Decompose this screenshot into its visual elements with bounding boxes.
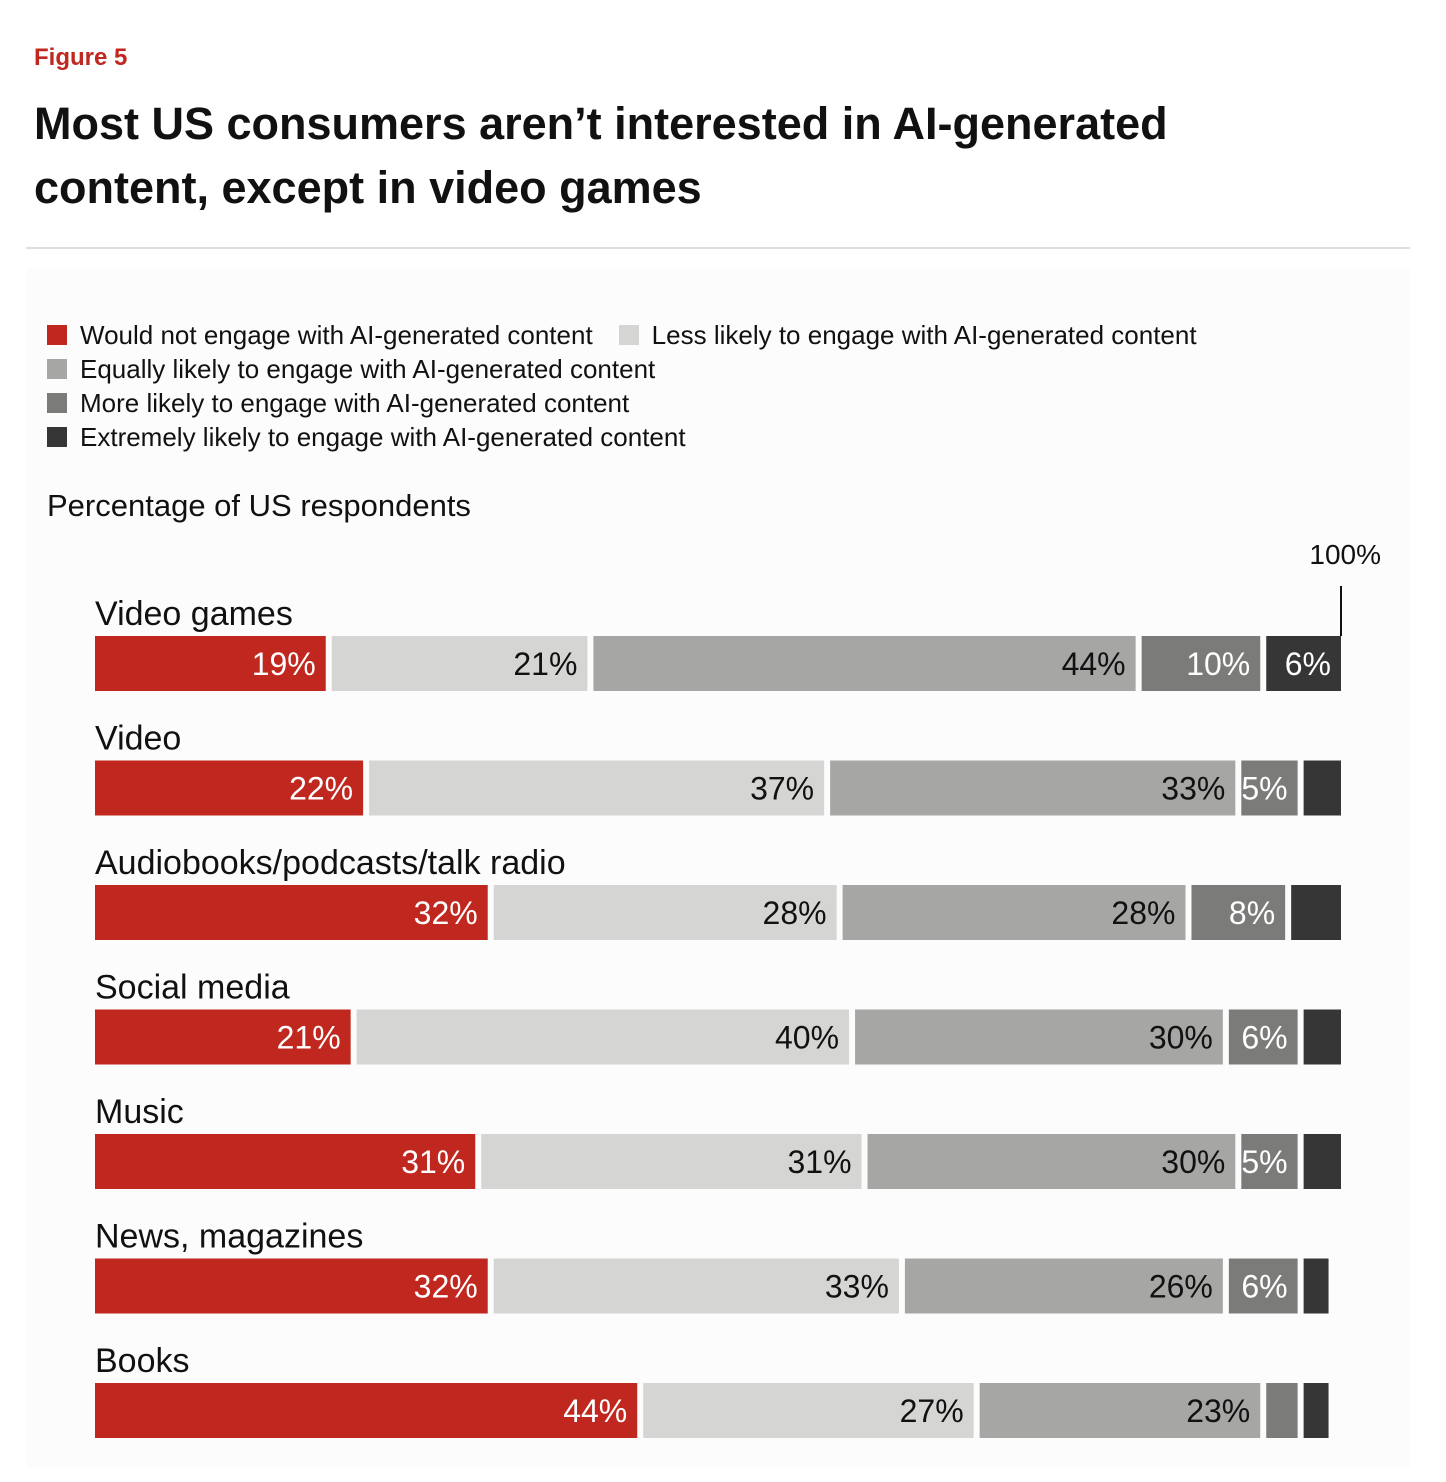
data-label: 8%	[1229, 895, 1275, 931]
data-label: 21%	[513, 646, 577, 682]
data-label: 32%	[414, 895, 478, 931]
bar-news-magazines-0	[95, 1258, 488, 1314]
bar-video-games-4	[1266, 636, 1341, 691]
divider	[26, 247, 1410, 249]
legend-label: Less likely to engage with AI-generated …	[651, 319, 1197, 350]
figure-label: Figure 5	[34, 44, 128, 71]
data-label: 26%	[1149, 1269, 1213, 1305]
bar-music-2	[867, 1134, 1236, 1189]
legend-swatch	[47, 325, 67, 345]
category-label: Video games	[95, 595, 293, 633]
data-label: 6%	[1285, 646, 1331, 682]
category-label: Music	[95, 1093, 184, 1131]
bar-news-magazines-4	[1303, 1258, 1329, 1314]
data-label: 31%	[787, 1144, 851, 1180]
bar-audiobooks-podcasts-talk-radio-4	[1291, 885, 1341, 940]
bar-audiobooks-podcasts-talk-radio-2	[842, 885, 1186, 940]
legend-item-less-likely: Less likely to engage with AI-generated …	[618, 319, 1197, 351]
legend-item-more-likely: More likely to engage with AI-generated …	[47, 388, 629, 419]
legend-label: More likely to engage with AI-generated …	[80, 387, 630, 418]
data-label: 44%	[1062, 646, 1126, 682]
category-label: Social media	[95, 969, 290, 1007]
bar-video-2	[830, 760, 1236, 816]
data-label: 33%	[825, 1269, 889, 1305]
legend-row: More likely to engage with AI-generated …	[47, 386, 1407, 420]
data-label: 5%	[1241, 771, 1287, 807]
bar-news-magazines-1	[493, 1258, 899, 1314]
bar-audiobooks-podcasts-talk-radio-3	[1191, 885, 1286, 940]
category-label: Video	[95, 720, 181, 758]
bar-video-games-1	[331, 636, 588, 691]
legend-swatch	[47, 359, 67, 379]
data-label: 23%	[1186, 1393, 1250, 1429]
bar-video-0	[95, 760, 364, 816]
legend-row: Would not engage with AI-generated conte…	[47, 318, 1407, 352]
data-label: 21%	[277, 1020, 341, 1056]
legend-label: Extremely likely to engage with AI-gener…	[80, 421, 686, 452]
bar-books-2	[979, 1383, 1261, 1438]
data-label: 5%	[1241, 1144, 1287, 1180]
bar-video-1	[369, 760, 825, 816]
bar-books-0	[95, 1383, 638, 1438]
data-label: 37%	[750, 771, 814, 807]
bar-video-games-3	[1141, 636, 1261, 691]
bar-music-4	[1303, 1134, 1341, 1189]
bar-social-media-4	[1303, 1009, 1341, 1065]
axis-subtitle: Percentage of US respondents	[47, 488, 471, 523]
data-label: 33%	[1161, 771, 1225, 807]
bar-social-media-2	[855, 1009, 1223, 1065]
bar-music-3	[1241, 1134, 1298, 1189]
legend-label: Equally likely to engage with AI-generat…	[80, 353, 656, 384]
chart-title: Most US consumers aren’t interested in A…	[34, 98, 1168, 213]
data-label: 6%	[1241, 1269, 1287, 1305]
bar-news-magazines-2	[904, 1258, 1223, 1314]
bar-video-3	[1241, 760, 1298, 816]
data-label: 6%	[1241, 1020, 1287, 1056]
bar-books-4	[1303, 1383, 1329, 1438]
bar-social-media-1	[356, 1009, 850, 1065]
legend-swatch	[47, 393, 67, 413]
bar-video-games-2	[593, 636, 1136, 691]
data-label: 27%	[900, 1393, 964, 1429]
category-label: Audiobooks/podcasts/talk radio	[95, 844, 566, 882]
data-label: 31%	[401, 1144, 465, 1180]
legend-row: Equally likely to engage with AI-generat…	[47, 352, 1407, 386]
bar-music-1	[481, 1134, 862, 1189]
data-label: 19%	[252, 646, 316, 682]
legend-swatch	[618, 325, 639, 345]
legend-row: Extremely likely to engage with AI-gener…	[47, 420, 1407, 454]
bar-books-1	[643, 1383, 974, 1438]
category-label: News, magazines	[95, 1218, 363, 1256]
data-label: 28%	[763, 895, 827, 931]
bar-social-media-0	[95, 1009, 351, 1065]
bar-video-games-0	[95, 636, 326, 691]
data-label: 28%	[1111, 895, 1175, 931]
bar-audiobooks-podcasts-talk-radio-0	[95, 885, 488, 940]
bar-social-media-3	[1228, 1009, 1298, 1065]
bar-video-4	[1303, 760, 1341, 816]
data-label: 10%	[1186, 646, 1250, 682]
total-marker-label: 100%	[1309, 539, 1381, 570]
data-label: 40%	[775, 1020, 839, 1056]
legend-swatch	[47, 427, 67, 447]
bar-books-3	[1266, 1383, 1298, 1438]
data-label: 32%	[414, 1269, 478, 1305]
legend-item-would-not: Would not engage with AI-generated conte…	[47, 320, 593, 351]
data-label: 44%	[563, 1393, 627, 1429]
category-label: Books	[95, 1342, 190, 1380]
stacked-bar-chart: 100% Video games 19% 21% 44% 10% 6% Video 22% 37%…	[95, 539, 1381, 1438]
data-label: 30%	[1161, 1144, 1225, 1180]
legend: Would not engage with AI-generated conte…	[47, 318, 1407, 454]
bar-audiobooks-podcasts-talk-radio-1	[493, 885, 837, 940]
legend-label: Would not engage with AI-generated conte…	[80, 319, 593, 350]
data-label: 22%	[289, 771, 353, 807]
data-label: 30%	[1149, 1020, 1213, 1056]
bar-news-magazines-3	[1228, 1258, 1298, 1314]
bar-music-0	[95, 1134, 476, 1189]
legend-item-extremely-likely: Extremely likely to engage with AI-gener…	[47, 422, 686, 453]
legend-item-equally-likely: Equally likely to engage with AI-generat…	[47, 354, 655, 385]
